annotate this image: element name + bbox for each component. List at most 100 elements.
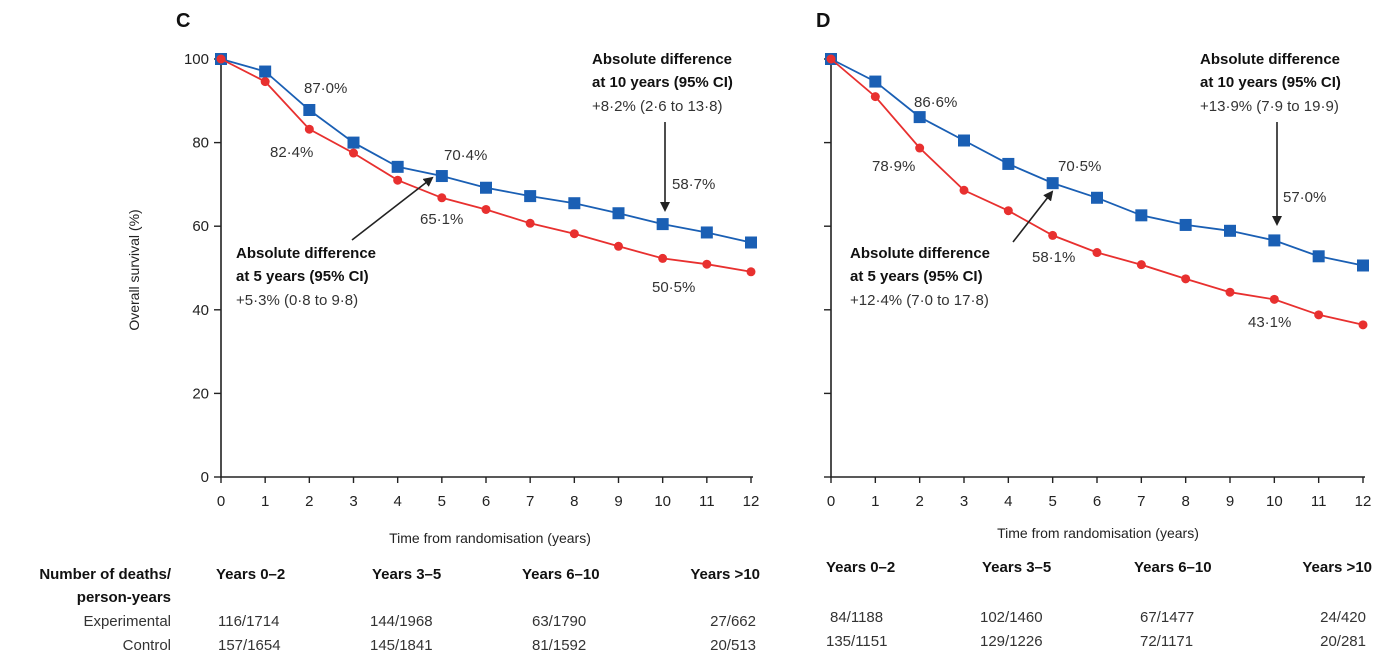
annotation-c-5y-title-1: Absolute difference: [236, 245, 376, 262]
table-row-label-control: Control: [123, 637, 171, 654]
point-d-control-2: [915, 143, 925, 153]
table-c-header-0: Years 0–2: [216, 566, 285, 583]
point-d-control-3: [959, 185, 969, 195]
x-tick-label-c-12: 12: [743, 493, 760, 510]
point-d-control-9: [1225, 287, 1235, 297]
label-c-exp-5y: 70·4%: [444, 147, 487, 164]
x-tick-label-d-12: 12: [1355, 493, 1372, 510]
table-c-exp-3: 27/662: [710, 613, 756, 630]
table-c-header-3: Years >10: [690, 566, 760, 583]
table-d-ctl-3: 20/281: [1320, 633, 1366, 650]
y-tick-label-c-4: 80: [192, 135, 209, 152]
point-c-experimental-8: [568, 197, 581, 210]
label-d-exp-10y: 57·0%: [1283, 189, 1326, 206]
point-d-control-8: [1181, 274, 1191, 284]
x-tick-label-c-6: 6: [482, 493, 490, 510]
table-c-exp-0: 116/1714: [218, 613, 279, 630]
point-c-control-6: [481, 204, 491, 214]
point-c-control-7: [525, 218, 535, 228]
x-tick-label-d-3: 3: [960, 493, 968, 510]
label-c-ctl-5y: 65·1%: [420, 211, 463, 228]
point-c-experimental-7: [524, 190, 537, 203]
x-tick-label-c-10: 10: [654, 493, 671, 510]
point-d-experimental-1: [869, 75, 882, 88]
table-c-ctl-1: 145/1841: [370, 637, 433, 654]
point-c-control-4: [393, 175, 403, 185]
point-c-control-9: [614, 241, 623, 251]
x-tick-label-c-1: 1: [261, 493, 269, 510]
annotation-c-10y-value: +8·2% (2·6 to 13·8): [592, 98, 722, 115]
x-tick-label-c-2: 2: [305, 493, 313, 510]
point-d-control-11: [1314, 310, 1324, 320]
label-c-exp-10y: 58·7%: [672, 176, 715, 193]
survival-plot-d: 0 1 2 3 4 5 6 7 8 9 10 11 12: [824, 53, 1371, 510]
point-c-control-8: [569, 229, 579, 239]
annotation-c-10y-title-2: at 10 years (95% CI): [592, 74, 733, 91]
table-d-ctl-1: 129/1226: [980, 633, 1043, 650]
table-d-exp-2: 67/1477: [1140, 609, 1194, 626]
point-d-experimental-12: [1357, 259, 1369, 272]
x-axis-title-c: Time from randomisation (years): [389, 530, 591, 546]
point-c-control-10: [658, 253, 668, 263]
point-d-control-5: [1048, 230, 1058, 240]
table-d-exp-0: 84/1188: [830, 609, 883, 626]
point-c-experimental-9: [612, 207, 625, 220]
point-c-control-0: [216, 54, 226, 64]
label-d-ctl-10y: 43·1%: [1248, 314, 1291, 331]
label-d-exp-2y: 86·6%: [914, 94, 957, 111]
arrow-d-5y: [1012, 190, 1054, 243]
point-d-control-1: [870, 92, 880, 102]
x-axis-title-d: Time from randomisation (years): [997, 525, 1199, 541]
table-d-header-1: Years 3–5: [982, 559, 1051, 576]
x-tick-label-d-9: 9: [1226, 493, 1234, 510]
table-d-ctl-0: 135/1151: [826, 633, 887, 650]
point-d-experimental-10: [1268, 234, 1281, 247]
x-tick-label-c-9: 9: [614, 493, 622, 510]
point-c-control-1: [260, 77, 270, 87]
point-d-control-0: [826, 54, 836, 64]
annotation-c-5y-title-2: at 5 years (95% CI): [236, 268, 369, 285]
x-tick-label-d-10: 10: [1266, 493, 1283, 510]
point-d-control-4: [1003, 206, 1013, 216]
x-tick-label-c-0: 0: [217, 493, 225, 510]
point-d-experimental-11: [1312, 250, 1325, 263]
x-tick-label-c-5: 5: [438, 493, 446, 510]
annotation-d-10y-title-2: at 10 years (95% CI): [1200, 74, 1341, 91]
x-tick-label-c-7: 7: [526, 493, 534, 510]
x-tick-label-d-4: 4: [1004, 493, 1012, 510]
annotation-d-10y-value: +13·9% (7·9 to 19·9): [1200, 98, 1339, 115]
y-tick-label-c-0: 0: [201, 469, 209, 486]
point-d-experimental-9: [1224, 224, 1236, 237]
point-c-control-2: [304, 124, 314, 134]
table-c-ctl-0: 157/1654: [218, 637, 281, 654]
point-c-experimental-10: [656, 218, 669, 231]
annotation-d-5y-title-1: Absolute difference: [850, 245, 990, 262]
point-d-experimental-7: [1135, 209, 1148, 222]
table-c-header-2: Years 6–10: [522, 566, 600, 583]
point-c-experimental-2: [303, 103, 316, 116]
y-tick-label-c-5: 100: [184, 51, 209, 68]
x-tick-label-d-6: 6: [1093, 493, 1101, 510]
point-d-experimental-6: [1091, 191, 1103, 204]
panel-letter-c: C: [176, 10, 190, 32]
table-row-header-2: person-years: [77, 589, 171, 606]
table-d-exp-1: 102/1460: [980, 609, 1043, 626]
table-c-exp-2: 63/1790: [532, 613, 586, 630]
table-d-ctl-2: 72/1171: [1140, 633, 1193, 650]
x-tick-label-d-0: 0: [827, 493, 835, 510]
point-d-experimental-5: [1046, 177, 1059, 190]
table-row-label-experimental: Experimental: [83, 613, 171, 630]
point-d-control-12: [1358, 320, 1368, 330]
axes-d: [830, 55, 1365, 478]
label-d-exp-5y: 70·5%: [1058, 158, 1101, 175]
annotation-d-5y-title-2: at 5 years (95% CI): [850, 268, 983, 285]
point-c-control-11: [702, 259, 712, 269]
arrow-c-5y: [351, 176, 434, 241]
point-c-control-12: [746, 267, 756, 277]
point-d-control-10: [1269, 294, 1279, 304]
table-c-header-1: Years 3–5: [372, 566, 441, 583]
point-d-control-6: [1092, 248, 1102, 258]
label-c-ctl-2y: 82·4%: [270, 144, 313, 161]
y-tick-label-c-3: 60: [192, 218, 209, 235]
y-axis-title-c: Overall survival (%): [126, 209, 142, 330]
